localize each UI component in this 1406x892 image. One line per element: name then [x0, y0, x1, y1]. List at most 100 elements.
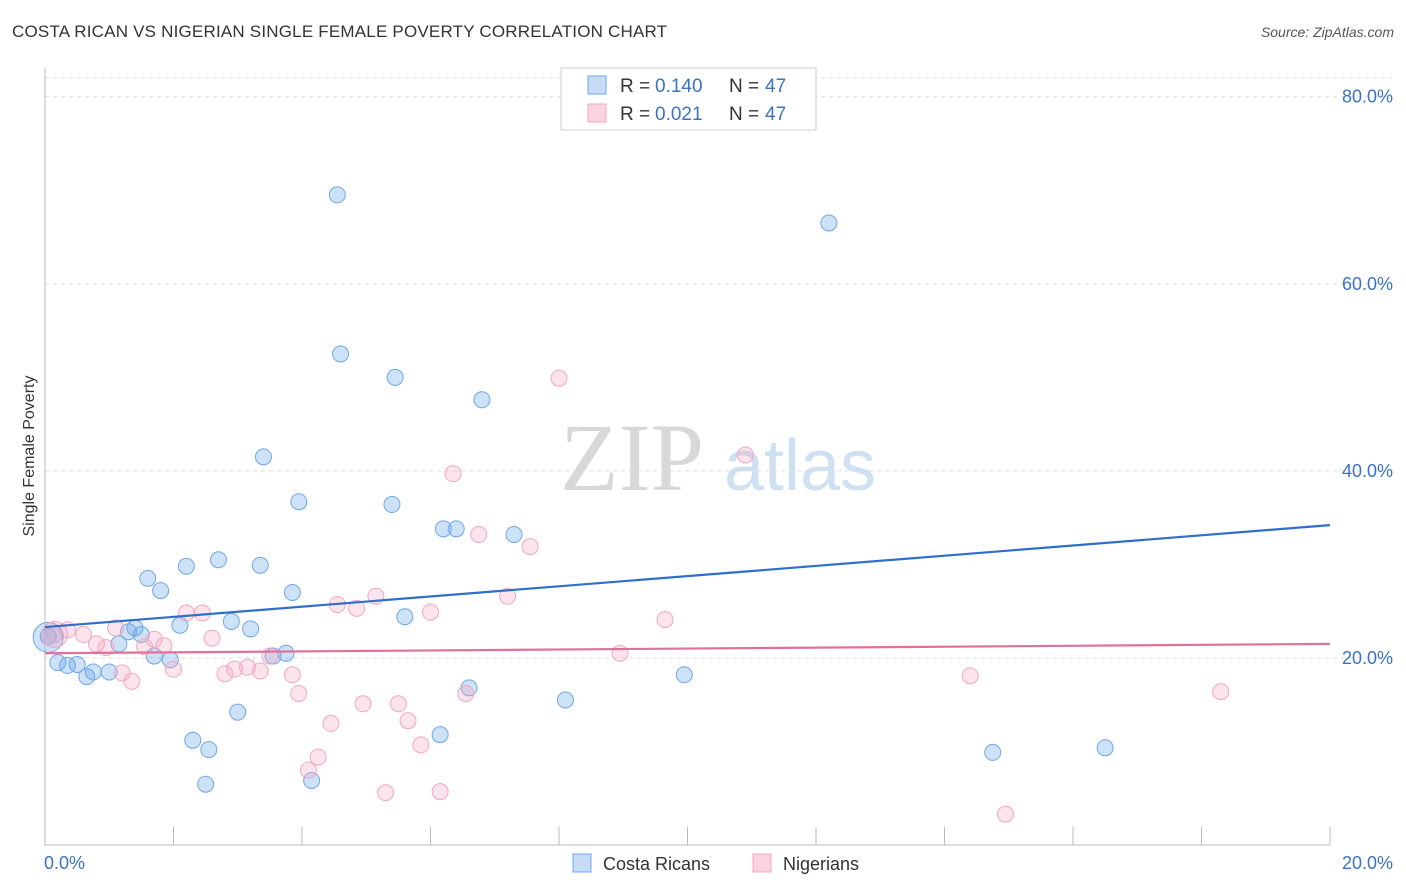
- point-costa-ricans: [984, 743, 1002, 761]
- point-costa-ricans: [49, 654, 67, 672]
- watermark-zip: ZIP: [560, 404, 704, 511]
- bottom-legend-nigerians: Nigerians: [783, 854, 859, 874]
- point-nigerians: [309, 748, 327, 766]
- point-nigerians: [123, 672, 141, 690]
- legend-n-label-1: N =: [729, 76, 759, 97]
- point-costa-ricans: [556, 691, 574, 709]
- legend-n-value-2: 47: [765, 104, 786, 125]
- point-costa-ricans: [431, 726, 449, 744]
- point-nigerians: [322, 714, 340, 732]
- correlation-legend: R = 0.140 N = 47 R = 0.021 N = 47: [560, 67, 817, 131]
- point-costa-ricans: [254, 448, 272, 466]
- legend-n-label-2: N =: [729, 104, 759, 125]
- chart-source: Source: ZipAtlas.com: [1260, 24, 1394, 40]
- point-nigerians: [354, 695, 372, 713]
- point-costa-ricans: [505, 525, 523, 543]
- point-nigerians: [97, 639, 115, 657]
- point-costa-ricans: [283, 583, 301, 601]
- point-costa-ricans: [84, 663, 102, 681]
- point-costa-ricans: [197, 775, 215, 793]
- legend-r-value-1: 0.140: [655, 76, 703, 97]
- point-nigerians: [431, 783, 449, 801]
- point-costa-ricans: [184, 731, 202, 749]
- point-cluster-nigerians: [41, 621, 69, 649]
- y-tick-label: 80.0%: [1342, 87, 1393, 107]
- point-costa-ricans: [68, 655, 86, 673]
- legend-r-label-1: R =: [620, 76, 650, 97]
- point-nigerians: [177, 604, 195, 622]
- point-nigerians: [422, 603, 439, 621]
- bottom-legend-costa-ricans: Costa Ricans: [603, 854, 710, 874]
- point-nigerians: [961, 667, 979, 685]
- point-costa-ricans: [229, 703, 247, 721]
- y-tick-label: 20.0%: [1342, 648, 1393, 668]
- point-nigerians: [1212, 683, 1230, 701]
- data-points: [32, 186, 1230, 823]
- legend-n-value-1: 47: [765, 76, 786, 97]
- point-nigerians: [399, 712, 417, 730]
- point-costa-ricans: [473, 391, 491, 409]
- point-nigerians: [283, 666, 301, 684]
- point-costa-ricans: [303, 771, 321, 789]
- point-nigerians: [155, 637, 173, 655]
- point-nigerians: [377, 784, 395, 802]
- gridlines: [45, 77, 1392, 659]
- point-nigerians: [499, 587, 517, 605]
- point-costa-ricans: [383, 496, 401, 514]
- point-costa-ricans: [290, 493, 308, 511]
- point-costa-ricans: [675, 666, 693, 684]
- point-nigerians: [550, 369, 568, 387]
- trend-line-costa-ricans: [44, 524, 1331, 629]
- point-costa-ricans: [332, 345, 350, 363]
- point-nigerians: [470, 525, 488, 543]
- axes: 20.0% 40.0% 60.0% 80.0% 0.0% 20.0%: [44, 68, 1393, 873]
- point-nigerians: [348, 599, 366, 617]
- point-costa-ricans: [200, 741, 218, 759]
- point-nigerians: [521, 538, 539, 556]
- point-nigerians: [412, 736, 430, 754]
- point-nigerians: [226, 660, 244, 678]
- point-costa-ricans: [139, 569, 157, 587]
- point-nigerians: [165, 660, 182, 678]
- point-nigerians: [251, 662, 269, 680]
- x-tick-label: 0.0%: [44, 853, 85, 873]
- legend-swatch-nigerians: [587, 103, 607, 123]
- point-costa-ricans: [209, 551, 227, 569]
- point-nigerians: [261, 647, 279, 665]
- point-nigerians: [736, 446, 754, 464]
- point-nigerians: [107, 619, 125, 637]
- point-nigerians: [238, 658, 256, 676]
- point-nigerians: [389, 695, 407, 713]
- point-costa-ricans: [222, 612, 240, 630]
- point-costa-ricans: [58, 656, 76, 674]
- point-costa-ricans: [434, 520, 452, 538]
- point-nigerians: [145, 630, 163, 648]
- point-nigerians: [216, 665, 234, 683]
- legend-r-label-2: R =: [620, 104, 650, 125]
- point-costa-ricans: [177, 557, 195, 575]
- point-costa-ricans: [242, 620, 260, 638]
- legend-swatch-costa-ricans: [587, 75, 607, 95]
- point-costa-ricans: [396, 608, 414, 626]
- point-costa-ricans: [386, 368, 404, 386]
- point-nigerians: [611, 644, 629, 662]
- point-nigerians: [656, 611, 674, 629]
- point-nigerians: [203, 629, 221, 647]
- y-axis-label: Single Female Poverty: [21, 376, 38, 537]
- point-costa-ricans: [39, 627, 57, 645]
- chart-title: COSTA RICAN VS NIGERIAN SINGLE FEMALE PO…: [12, 22, 668, 41]
- point-nigerians: [299, 761, 317, 779]
- x-tick-label: 20.0%: [1342, 853, 1393, 873]
- legend-r-value-2: 0.021: [655, 104, 703, 125]
- trend-lines: [44, 524, 1331, 655]
- point-costa-ricans: [251, 556, 269, 574]
- point-costa-ricans: [1096, 739, 1114, 757]
- point-nigerians: [457, 684, 475, 702]
- point-costa-ricans: [100, 663, 118, 681]
- point-costa-ricans: [277, 644, 295, 662]
- point-nigerians: [444, 465, 462, 483]
- bottom-legend-swatch-costa-ricans: [572, 853, 592, 873]
- series-legend: Costa Ricans Nigerians: [572, 853, 859, 874]
- point-costa-ricans: [152, 582, 170, 600]
